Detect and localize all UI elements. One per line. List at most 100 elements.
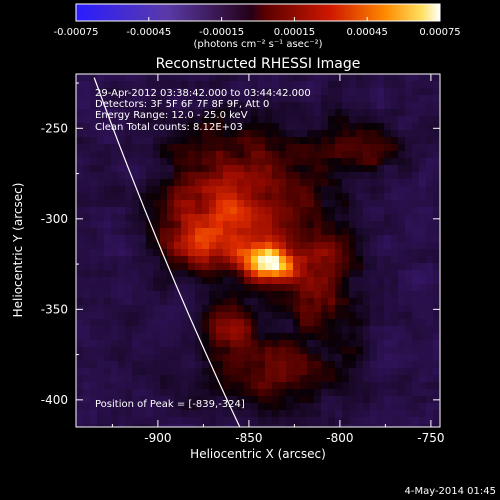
- heatmap-pixel: [356, 151, 364, 159]
- heatmap-pixel: [384, 382, 392, 390]
- heatmap-pixel: [146, 312, 154, 320]
- heatmap-pixel: [335, 74, 343, 82]
- heatmap-pixel: [97, 172, 105, 180]
- heatmap-pixel: [202, 88, 210, 96]
- heatmap-pixel: [391, 396, 399, 404]
- heatmap-pixel: [300, 270, 308, 278]
- heatmap-pixel: [251, 305, 259, 313]
- heatmap-pixel: [90, 263, 98, 271]
- heatmap-pixel: [300, 410, 308, 418]
- heatmap-pixel: [125, 270, 133, 278]
- heatmap-pixel: [356, 235, 364, 243]
- heatmap-pixel: [125, 151, 133, 159]
- heatmap-pixel: [167, 144, 175, 152]
- heatmap-pixel: [426, 179, 434, 187]
- heatmap-pixel: [384, 410, 392, 418]
- heatmap-pixel: [258, 333, 266, 341]
- heatmap-pixel: [251, 235, 259, 243]
- heatmap-pixel: [139, 424, 147, 427]
- heatmap-pixel: [356, 221, 364, 229]
- heatmap-pixel: [139, 347, 147, 355]
- heatmap-pixel: [265, 193, 273, 201]
- heatmap-pixel: [342, 284, 350, 292]
- heatmap-pixel: [356, 109, 364, 117]
- heatmap-pixel: [349, 109, 357, 117]
- heatmap-pixel: [433, 368, 440, 376]
- heatmap-pixel: [223, 326, 231, 334]
- heatmap-pixel: [314, 81, 322, 89]
- heatmap-pixel: [433, 354, 440, 362]
- heatmap-pixel: [412, 410, 420, 418]
- heatmap-pixel: [83, 347, 91, 355]
- heatmap-pixel: [251, 417, 259, 425]
- heatmap-pixel: [426, 361, 434, 369]
- heatmap-pixel: [216, 347, 224, 355]
- heatmap-pixel: [90, 102, 98, 110]
- heatmap-pixel: [251, 221, 259, 229]
- heatmap-pixel: [405, 305, 413, 313]
- heatmap-pixel: [405, 410, 413, 418]
- heatmap-pixel: [139, 249, 147, 257]
- heatmap-pixel: [342, 305, 350, 313]
- heatmap-pixel: [363, 424, 371, 427]
- heatmap-pixel: [286, 158, 294, 166]
- heatmap-pixel: [377, 228, 385, 236]
- heatmap-pixel: [111, 340, 119, 348]
- heatmap-pixel: [335, 193, 343, 201]
- heatmap-pixel: [363, 256, 371, 264]
- heatmap-pixel: [251, 298, 259, 306]
- heatmap-pixel: [188, 144, 196, 152]
- heatmap-pixel: [153, 263, 161, 271]
- heatmap-pixel: [160, 396, 168, 404]
- heatmap-pixel: [195, 403, 203, 411]
- heatmap-pixel: [118, 368, 126, 376]
- heatmap-pixel: [258, 102, 266, 110]
- heatmap-pixel: [356, 249, 364, 257]
- heatmap-pixel: [356, 410, 364, 418]
- heatmap-pixel: [111, 256, 119, 264]
- heatmap-pixel: [76, 165, 84, 173]
- heatmap-pixel: [412, 424, 420, 427]
- heatmap-pixel: [279, 235, 287, 243]
- heatmap-pixel: [181, 221, 189, 229]
- heatmap-pixel: [90, 277, 98, 285]
- heatmap-pixel: [335, 256, 343, 264]
- heatmap-pixel: [433, 102, 440, 110]
- heatmap-pixel: [363, 270, 371, 278]
- heatmap-pixel: [363, 74, 371, 82]
- heatmap-pixel: [286, 214, 294, 222]
- chart-title: Reconstructed RHESSI Image: [156, 56, 361, 72]
- heatmap-pixel: [188, 123, 196, 131]
- heatmap-pixel: [258, 179, 266, 187]
- heatmap-pixel: [307, 284, 315, 292]
- heatmap-pixel: [335, 354, 343, 362]
- heatmap-pixel: [223, 298, 231, 306]
- heatmap-pixel: [314, 172, 322, 180]
- heatmap-pixel: [314, 291, 322, 299]
- heatmap-pixel: [398, 123, 406, 131]
- heatmap-pixel: [272, 326, 280, 334]
- heatmap-pixel: [160, 165, 168, 173]
- heatmap-pixel: [342, 291, 350, 299]
- heatmap-pixel: [160, 263, 168, 271]
- heatmap-pixel: [125, 74, 133, 82]
- heatmap-pixel: [83, 186, 91, 194]
- heatmap-pixel: [328, 263, 336, 271]
- heatmap-pixel: [146, 221, 154, 229]
- heatmap-pixel: [265, 200, 273, 208]
- heatmap-pixel: [286, 137, 294, 145]
- heatmap-pixel: [230, 263, 238, 271]
- heatmap-pixel: [419, 242, 427, 250]
- heatmap-pixel: [426, 270, 434, 278]
- heatmap-pixel: [188, 249, 196, 257]
- heatmap-pixel: [244, 312, 252, 320]
- heatmap-pixel: [377, 74, 385, 82]
- heatmap-pixel: [160, 312, 168, 320]
- heatmap-pixel: [104, 207, 112, 215]
- heatmap-pixel: [384, 200, 392, 208]
- heatmap-pixel: [251, 242, 259, 250]
- heatmap-pixel: [328, 193, 336, 201]
- heatmap-pixel: [279, 382, 287, 390]
- heatmap-pixel: [153, 242, 161, 250]
- heatmap-pixel: [307, 88, 315, 96]
